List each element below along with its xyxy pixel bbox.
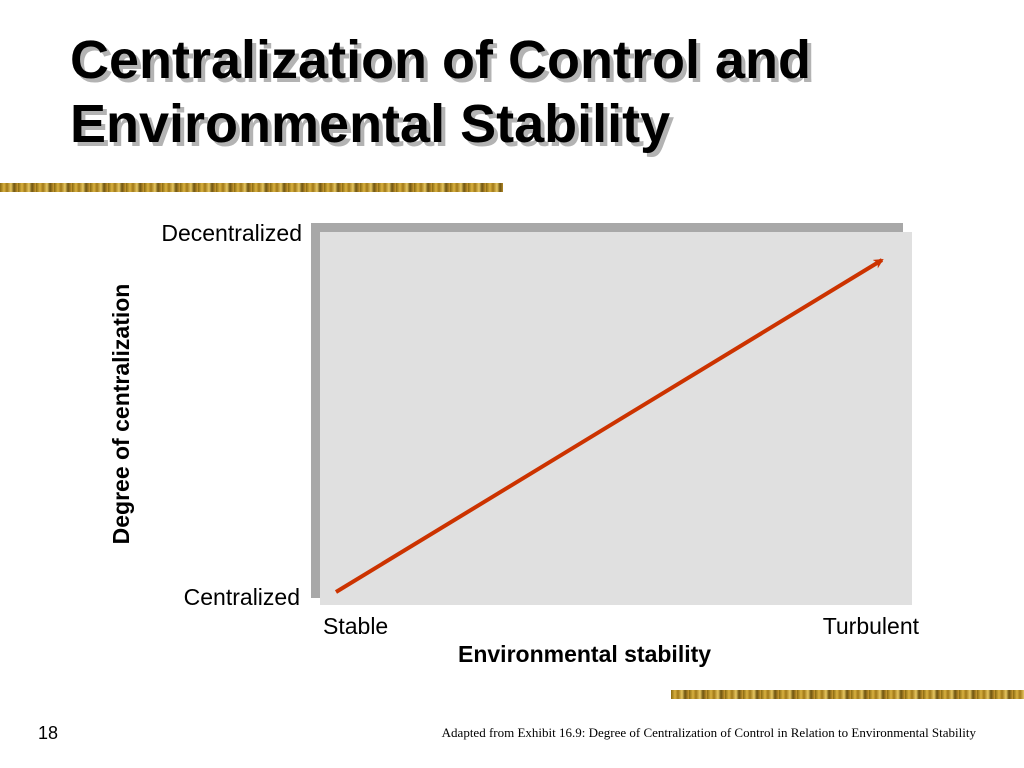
y-axis-title: Degree of centralization	[108, 283, 134, 545]
decorative-rule-bottom	[671, 690, 1024, 699]
x-axis-left-label: Stable	[323, 613, 389, 639]
slide-title: Centralization of Control and Environmen…	[70, 28, 970, 156]
trend-arrow	[334, 258, 884, 594]
title-line-1: Centralization of Control and	[70, 30, 811, 90]
decorative-rule-top	[0, 183, 503, 192]
y-axis-bottom-label: Centralized	[183, 584, 300, 610]
x-axis-title: Environmental stability	[458, 641, 712, 667]
page-number: 18	[38, 723, 59, 743]
y-axis-top-label: Decentralized	[161, 220, 302, 246]
x-axis-right-label: Turbulent	[822, 613, 919, 639]
title-line-2: Environmental Stability	[70, 94, 671, 154]
source-caption: Adapted from Exhibit 16.9: Degree of Cen…	[441, 725, 976, 740]
